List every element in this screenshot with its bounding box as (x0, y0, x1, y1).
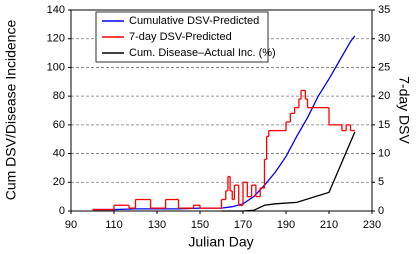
legend-box (95, 11, 269, 63)
y2-axis-label: 7-day DSV (396, 76, 412, 144)
series-line (221, 131, 356, 212)
legend-label: Cumulative DSV-Predicted (129, 15, 259, 27)
x-tick-label: 210 (320, 219, 338, 231)
y2-tick-label: 15 (378, 119, 390, 131)
y2-tick-label: 5 (378, 176, 384, 188)
y-tick-label: 120 (47, 33, 65, 45)
y2-tick-label: 25 (378, 61, 390, 73)
y-tick-label: 40 (53, 147, 65, 159)
y-tick-label: 80 (53, 90, 65, 102)
y2-tick-label: 10 (378, 147, 390, 159)
legend-label: 7-day DSV-Predicted (129, 31, 232, 43)
y-tick-label: 20 (53, 176, 65, 188)
x-tick-label: 130 (148, 219, 166, 231)
y-axis-label: Cum DSV/Disease Incidence (3, 20, 19, 201)
x-tick-label: 190 (277, 219, 295, 231)
y2-tick-label: 0 (378, 205, 384, 217)
y2-tick-label: 35 (378, 4, 390, 16)
y-tick-label: 100 (47, 61, 65, 73)
y-tick-label: 140 (47, 4, 65, 16)
x-tick-label: 170 (234, 219, 252, 231)
legend-label: Cum. Disease–Actual Inc. (%) (129, 47, 276, 59)
y2-tick-label: 20 (378, 90, 390, 102)
series-line (92, 35, 356, 211)
y-tick-label: 0 (59, 205, 65, 217)
x-axis-label: Julian Day (188, 234, 253, 250)
x-tick-label: 90 (65, 219, 77, 231)
x-tick-label: 110 (105, 219, 123, 231)
x-tick-label: 150 (191, 219, 209, 231)
y-tick-label: 60 (53, 119, 65, 131)
x-tick-label: 230 (363, 219, 381, 231)
y2-tick-label: 30 (378, 33, 390, 45)
